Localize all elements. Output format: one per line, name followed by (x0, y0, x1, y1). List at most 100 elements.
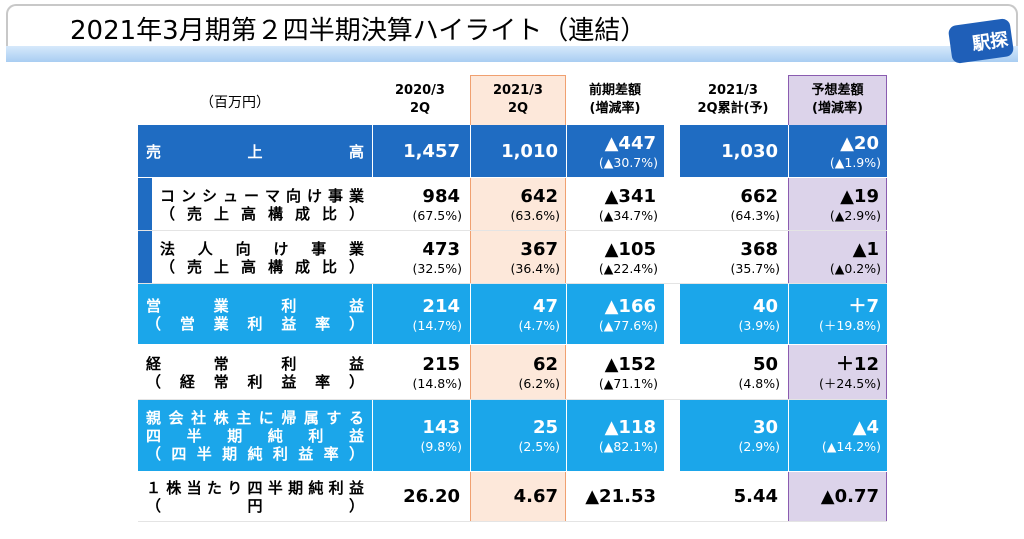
row-label: 法人向け事業 (160, 239, 364, 258)
row-label: 経常利益 (146, 354, 364, 373)
cell-value: 984 (422, 185, 460, 207)
cell-sub: (4.8%) (738, 375, 780, 391)
cell-value: 1,457 (403, 140, 460, 162)
cell-value: 47 (532, 295, 558, 317)
cell-value: ▲166 (604, 295, 656, 317)
cell-value: 1,030 (721, 140, 778, 162)
cell-sub: (▲77.6%) (598, 317, 658, 333)
row-label: （売上高構成比） (160, 204, 364, 223)
cell-sub: (＋24.5%) (819, 375, 881, 391)
row-divider (138, 521, 887, 522)
cell-sub: (▲82.1%) (598, 439, 658, 454)
cell-divider (470, 284, 471, 345)
cell-value: ▲341 (604, 185, 656, 207)
cell-divider (470, 125, 471, 178)
cell-value: 473 (422, 238, 460, 260)
column-header: (増減率) (589, 101, 641, 116)
cell-sub: (▲30.7%) (598, 154, 658, 170)
cell-sub: (6.2%) (518, 375, 560, 391)
cell-sub: (35.7%) (730, 260, 780, 276)
cell-value: 40 (752, 295, 778, 317)
cell-sub: (▲2.9%) (829, 207, 881, 223)
row-bg (138, 125, 664, 178)
row-label: 営業利益 (146, 296, 364, 315)
cell-value: ▲20 (840, 132, 879, 154)
row-label: １株当たり四半期純利益 (146, 479, 364, 497)
cell-divider (788, 284, 789, 345)
cell-value: ▲152 (604, 353, 656, 375)
column-header: 2Q (507, 101, 529, 116)
cell-value: 214 (422, 295, 460, 317)
cell-divider (470, 400, 471, 472)
cell-sub: (14.8%) (412, 375, 462, 391)
cell-sub: (2.5%) (518, 439, 560, 454)
row-divider (138, 230, 887, 231)
cell-divider (566, 125, 567, 178)
cell-value: ＋12 (835, 353, 879, 375)
cell-value: ▲105 (604, 238, 656, 260)
cell-value: 50 (752, 353, 778, 375)
cell-divider (788, 125, 789, 178)
cell-value: ▲4 (852, 417, 879, 438)
cell-sub: (2.9%) (738, 439, 780, 454)
cell-value: 26.20 (403, 486, 460, 507)
cell-sub: (36.4%) (510, 260, 560, 276)
column-header: 前期差額 (588, 83, 641, 98)
cell-value: 215 (422, 353, 460, 375)
row-bg (138, 400, 664, 472)
unit: （百万円） (200, 95, 270, 111)
cell-value: 4.67 (513, 486, 558, 507)
row-label: （円） (146, 497, 364, 515)
cell-value: ▲1 (852, 238, 879, 260)
cell-value: ▲447 (604, 132, 656, 154)
cell-sub: (▲71.1%) (598, 375, 658, 391)
cell-value: 25 (532, 417, 558, 438)
row-bg (680, 284, 887, 345)
cell-divider (372, 284, 373, 345)
cell-sub: (▲1.9%) (829, 154, 881, 170)
cell-sub: (64.3%) (730, 207, 780, 223)
row-label: （経常利益率） (146, 372, 364, 391)
title-frame (6, 4, 1018, 48)
row-label: 売上高 (146, 142, 364, 161)
cell-sub: (9.8%) (420, 439, 462, 454)
cell-value: 5.44 (733, 486, 778, 507)
row-bg (680, 125, 887, 178)
cell-sub: (67.5%) (412, 207, 462, 223)
cell-value: ▲19 (840, 185, 879, 207)
row-divider (138, 344, 887, 345)
column-header: 2Q (409, 101, 431, 116)
cell-value: 30 (752, 417, 778, 438)
cell-value: 662 (740, 185, 778, 207)
row-divider (138, 399, 887, 400)
cell-divider (372, 400, 373, 472)
column-header: 予想差額 (811, 83, 864, 98)
cell-value: ▲118 (604, 417, 656, 438)
cell-divider (566, 284, 567, 345)
cell-sub: (63.6%) (510, 207, 560, 223)
cell-sub: (＋19.8%) (819, 317, 881, 333)
cell-value: 367 (520, 238, 558, 260)
column-header: 2020/3 (395, 83, 445, 98)
row-label: （四半期純利益率） (146, 445, 364, 463)
cell-sub: (14.7%) (412, 317, 462, 333)
row-divider (138, 283, 887, 284)
cell-value: 62 (532, 353, 558, 375)
cell-sub: (▲34.7%) (598, 207, 658, 223)
title-band (6, 46, 1018, 62)
column-header: 2021/3 (708, 83, 758, 98)
row-label: （売上高構成比） (160, 257, 364, 276)
cell-sub: (3.9%) (738, 317, 780, 333)
column-header: 2021/3 (493, 83, 543, 98)
row-label: 四半期純利益 (146, 427, 364, 445)
cell-value: 368 (740, 238, 778, 260)
cell-sub: (▲0.2%) (829, 260, 881, 276)
cell-value: 1,010 (501, 140, 558, 162)
row-bg (680, 400, 887, 472)
label-bar (138, 178, 152, 284)
cell-value: 143 (422, 417, 460, 438)
row-divider (138, 177, 887, 178)
cell-sub: (▲14.2%) (821, 439, 881, 454)
row-label: コンシューマ向け事業 (160, 186, 364, 205)
